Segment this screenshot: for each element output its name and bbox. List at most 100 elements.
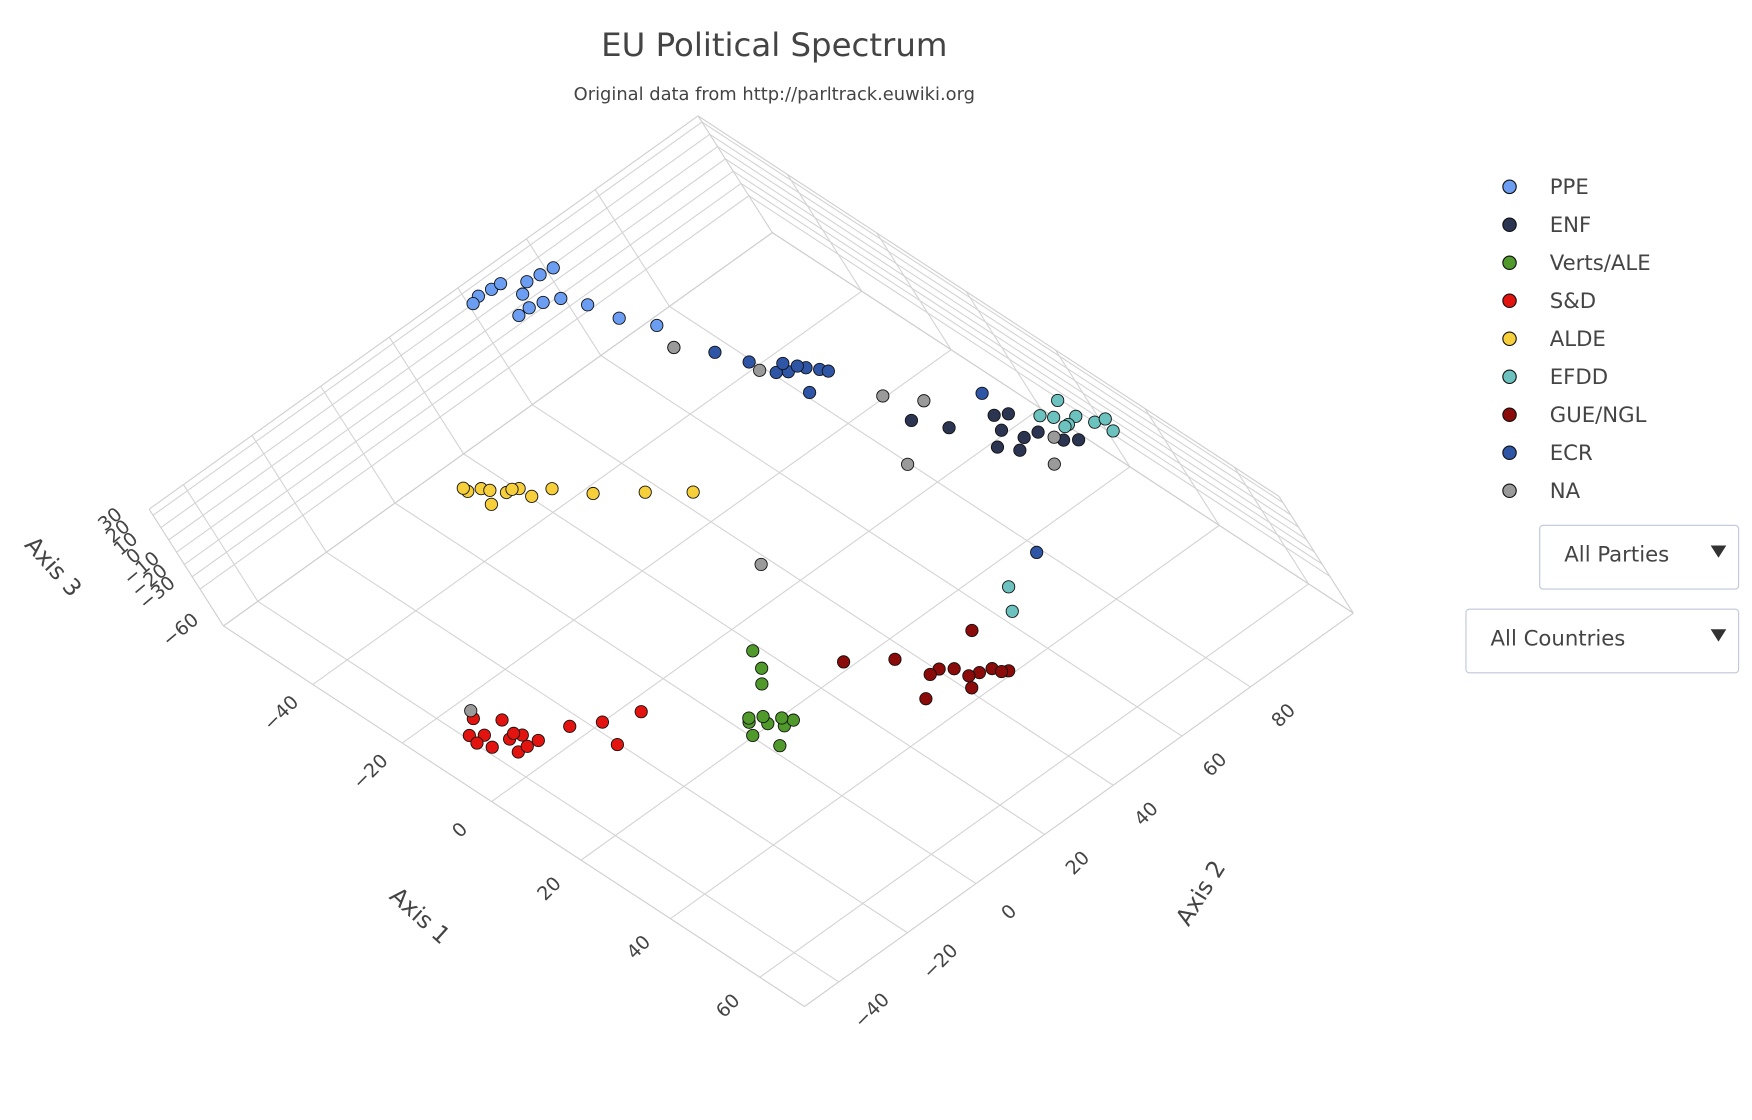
data-point[interactable] (650, 318, 664, 333)
data-point[interactable] (686, 485, 700, 499)
data-point[interactable] (520, 275, 534, 289)
party-dropdown-label[interactable]: All Parties (1564, 543, 1669, 568)
legend-marker[interactable] (1502, 445, 1517, 460)
data-point[interactable] (522, 301, 536, 315)
data-point[interactable] (994, 423, 1009, 437)
data-point[interactable] (917, 394, 931, 408)
data-point[interactable] (1058, 420, 1072, 434)
data-point[interactable] (525, 489, 539, 503)
dropdown-arrow[interactable] (1710, 629, 1727, 642)
legend-label[interactable]: PPE (1550, 175, 1589, 200)
data-point[interactable] (1030, 545, 1044, 559)
data-point[interactable] (512, 308, 526, 323)
party-dropdown[interactable] (1539, 524, 1740, 590)
legend-label[interactable]: NA (1550, 479, 1581, 504)
dropdown-arrow[interactable] (1710, 545, 1727, 558)
data-point[interactable] (919, 692, 933, 706)
legend-marker[interactable] (1502, 369, 1517, 385)
data-point[interactable] (942, 421, 956, 435)
data-point[interactable] (1005, 604, 1019, 618)
data-point[interactable] (1002, 580, 1016, 594)
data-point[interactable] (1031, 425, 1045, 439)
data-point[interactable] (1033, 409, 1047, 423)
data-point[interactable] (612, 311, 626, 325)
data-point[interactable] (754, 557, 768, 572)
legend-label[interactable]: Verts/ALE (1550, 251, 1651, 276)
data-point[interactable] (1047, 430, 1061, 444)
legend-label[interactable]: ECR (1550, 441, 1593, 466)
data-point[interactable] (638, 485, 652, 499)
legend-label[interactable]: GUE/NGL (1550, 403, 1647, 428)
data-point[interactable] (962, 669, 976, 683)
data-point[interactable] (516, 287, 530, 301)
data-point[interactable] (746, 728, 760, 743)
data-point[interactable] (484, 497, 498, 511)
legend-marker[interactable] (1502, 217, 1517, 233)
data-point[interactable] (753, 363, 767, 377)
legend-marker[interactable] (1502, 407, 1517, 423)
data-point[interactable] (634, 705, 648, 719)
data-point[interactable] (536, 295, 550, 310)
data-point[interactable] (708, 345, 722, 359)
data-point[interactable] (563, 719, 577, 733)
data-point[interactable] (466, 297, 480, 311)
legend-marker[interactable] (1502, 255, 1517, 271)
data-point[interactable] (586, 486, 600, 501)
data-point[interactable] (1106, 424, 1120, 438)
data-point[interactable] (581, 298, 595, 312)
data-point[interactable] (775, 711, 789, 725)
legend-marker[interactable] (1502, 179, 1517, 195)
legend-marker[interactable] (1502, 483, 1517, 498)
legend-marker[interactable] (1502, 331, 1517, 347)
data-point[interactable] (1047, 457, 1061, 471)
data-point[interactable] (773, 739, 787, 753)
data-point[interactable] (821, 364, 835, 378)
data-point[interactable] (1047, 410, 1061, 424)
data-point[interactable] (786, 713, 800, 727)
data-point[interactable] (901, 457, 915, 471)
data-point[interactable] (742, 711, 756, 725)
data-point[interactable] (837, 655, 851, 669)
data-point[interactable] (965, 623, 979, 638)
data-point[interactable] (755, 677, 769, 691)
country-dropdown-label[interactable]: All Countries (1491, 626, 1626, 651)
data-point[interactable] (990, 440, 1005, 454)
data-point[interactable] (756, 709, 770, 724)
data-point[interactable] (533, 268, 547, 282)
country-dropdown[interactable] (1465, 608, 1740, 674)
data-point[interactable] (545, 482, 559, 496)
data-point[interactable] (610, 737, 624, 752)
data-point[interactable] (1013, 443, 1027, 457)
data-point[interactable] (1001, 407, 1015, 421)
data-point[interactable] (746, 644, 760, 658)
data-point[interactable] (520, 739, 534, 753)
data-point[interactable] (595, 715, 610, 729)
data-point[interactable] (790, 359, 804, 373)
data-point[interactable] (464, 704, 478, 718)
legend-label[interactable]: S&D (1550, 289, 1596, 314)
data-point[interactable] (554, 291, 568, 306)
data-point[interactable] (923, 667, 937, 682)
data-point[interactable] (876, 389, 890, 403)
data-point[interactable] (769, 365, 783, 380)
data-point[interactable] (483, 483, 497, 497)
data-point[interactable] (667, 340, 681, 355)
data-point[interactable] (888, 652, 902, 666)
data-point[interactable] (947, 662, 961, 676)
legend-label[interactable]: ALDE (1550, 327, 1606, 352)
legend-label[interactable]: EFDD (1550, 365, 1608, 390)
data-point[interactable] (755, 661, 769, 675)
data-point[interactable] (470, 736, 484, 750)
data-point[interactable] (456, 481, 470, 495)
data-point[interactable] (505, 482, 519, 496)
data-point[interactable] (742, 355, 756, 369)
data-point[interactable] (495, 713, 509, 727)
data-point[interactable] (1098, 412, 1112, 426)
legend-label[interactable]: ENF (1550, 213, 1591, 238)
data-point[interactable] (987, 408, 1001, 422)
data-point[interactable] (904, 413, 919, 428)
data-point[interactable] (546, 261, 560, 275)
legend-marker[interactable] (1502, 293, 1517, 309)
data-point[interactable] (803, 385, 817, 400)
data-point[interactable] (776, 356, 790, 371)
